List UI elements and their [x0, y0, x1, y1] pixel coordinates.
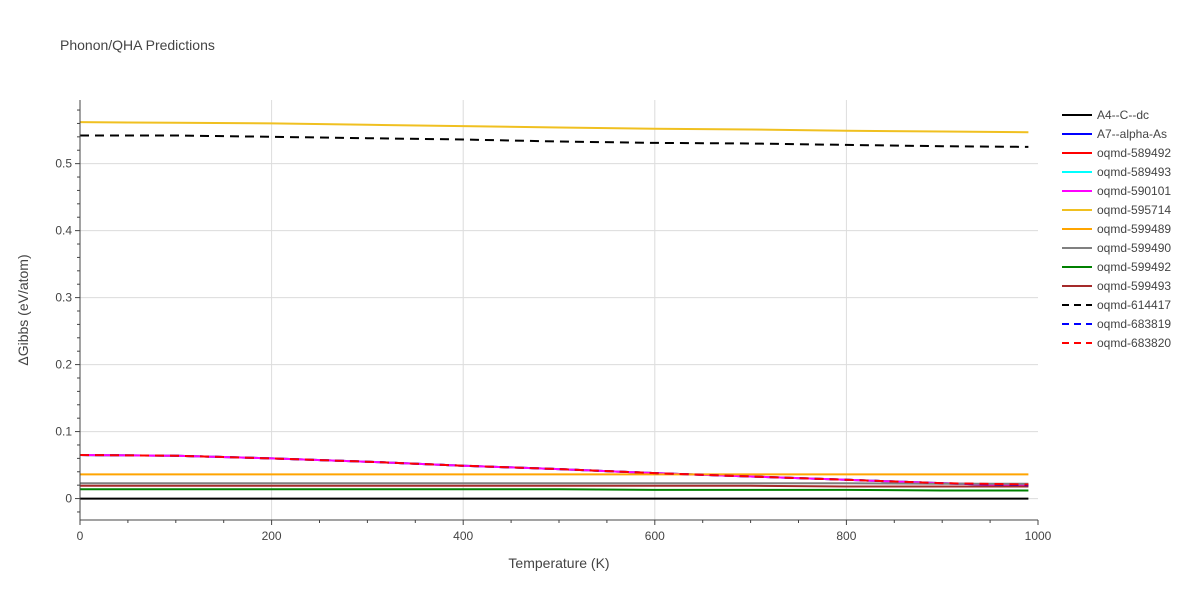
- axes-layer: 0 200 400 600 800 1000 0 0.1 0.2 0.3 0.4 0.5: [55, 100, 1052, 543]
- chart-title: Phonon/QHA Predictions: [60, 37, 215, 53]
- legend-item-oqmd-683819[interactable]: oqmd-683819: [1062, 317, 1171, 331]
- x-tick-label: 800: [836, 529, 856, 543]
- series-line-oqmd-683820[interactable]: [79, 454, 1029, 486]
- legend-label: oqmd-683820: [1097, 336, 1171, 350]
- y-tick-label: 0.4: [55, 224, 72, 238]
- x-tick-label: 400: [453, 529, 473, 543]
- legend-label: oqmd-589493: [1097, 165, 1171, 179]
- x-axis-title: Temperature (K): [508, 555, 609, 571]
- legend-label: oqmd-599489: [1097, 222, 1171, 236]
- x-tick-label: 1000: [1025, 529, 1052, 543]
- legend-item-oqmd-599493[interactable]: oqmd-599493: [1062, 279, 1171, 293]
- legend-item-oqmd-589493[interactable]: oqmd-589493: [1062, 165, 1171, 179]
- series-line-oqmd-599493[interactable]: [80, 484, 1029, 488]
- legend-label: oqmd-590101: [1097, 184, 1171, 198]
- series-line-oqmd-599490[interactable]: [80, 482, 1029, 485]
- legend-item-oqmd-599490[interactable]: oqmd-599490: [1062, 241, 1171, 255]
- legend-label: oqmd-599493: [1097, 279, 1171, 293]
- series-line-oqmd-595714[interactable]: [79, 121, 1029, 134]
- legend-item-oqmd-614417[interactable]: oqmd-614417: [1062, 298, 1171, 312]
- legend-label: oqmd-589492: [1097, 146, 1171, 160]
- legend-item-oqmd-599489[interactable]: oqmd-599489: [1062, 222, 1171, 236]
- y-tick-label: 0: [65, 492, 72, 506]
- legend-item-A7--alpha-As[interactable]: A7--alpha-As: [1062, 127, 1167, 141]
- legend-label: oqmd-614417: [1097, 298, 1171, 312]
- y-axis-title: ΔGibbs (eV/atom): [15, 254, 31, 365]
- series-layer: [79, 121, 1029, 500]
- legend-item-oqmd-589492[interactable]: oqmd-589492: [1062, 146, 1171, 160]
- series-line-oqmd-599492[interactable]: [80, 488, 1029, 492]
- series-line-oqmd-590101[interactable]: [79, 454, 1029, 487]
- x-tick-label: 600: [645, 529, 665, 543]
- x-tick-label: 0: [77, 529, 84, 543]
- legend-item-oqmd-599492[interactable]: oqmd-599492: [1062, 260, 1171, 274]
- legend[interactable]: A4--C--dc A7--alpha-As oqmd-589492 oqmd-589…: [1062, 108, 1171, 350]
- series-line-oqmd-614417[interactable]: [80, 134, 1029, 148]
- legend-item-oqmd-595714[interactable]: oqmd-595714: [1062, 203, 1171, 217]
- legend-label: oqmd-599492: [1097, 260, 1171, 274]
- legend-label: oqmd-599490: [1097, 241, 1171, 255]
- legend-label: oqmd-683819: [1097, 317, 1171, 331]
- y-tick-label: 0.1: [55, 425, 72, 439]
- legend-item-oqmd-683820[interactable]: oqmd-683820: [1062, 336, 1171, 350]
- x-tick-label: 200: [262, 529, 282, 543]
- legend-item-oqmd-590101[interactable]: oqmd-590101: [1062, 184, 1171, 198]
- y-tick-label: 0.5: [55, 157, 72, 171]
- legend-item-A4--C--dc[interactable]: A4--C--dc: [1062, 108, 1149, 122]
- legend-label: oqmd-595714: [1097, 203, 1171, 217]
- legend-label: A7--alpha-As: [1097, 127, 1167, 141]
- legend-label: A4--C--dc: [1097, 108, 1149, 122]
- y-tick-label: 0.2: [55, 358, 72, 372]
- y-tick-label: 0.3: [55, 291, 72, 305]
